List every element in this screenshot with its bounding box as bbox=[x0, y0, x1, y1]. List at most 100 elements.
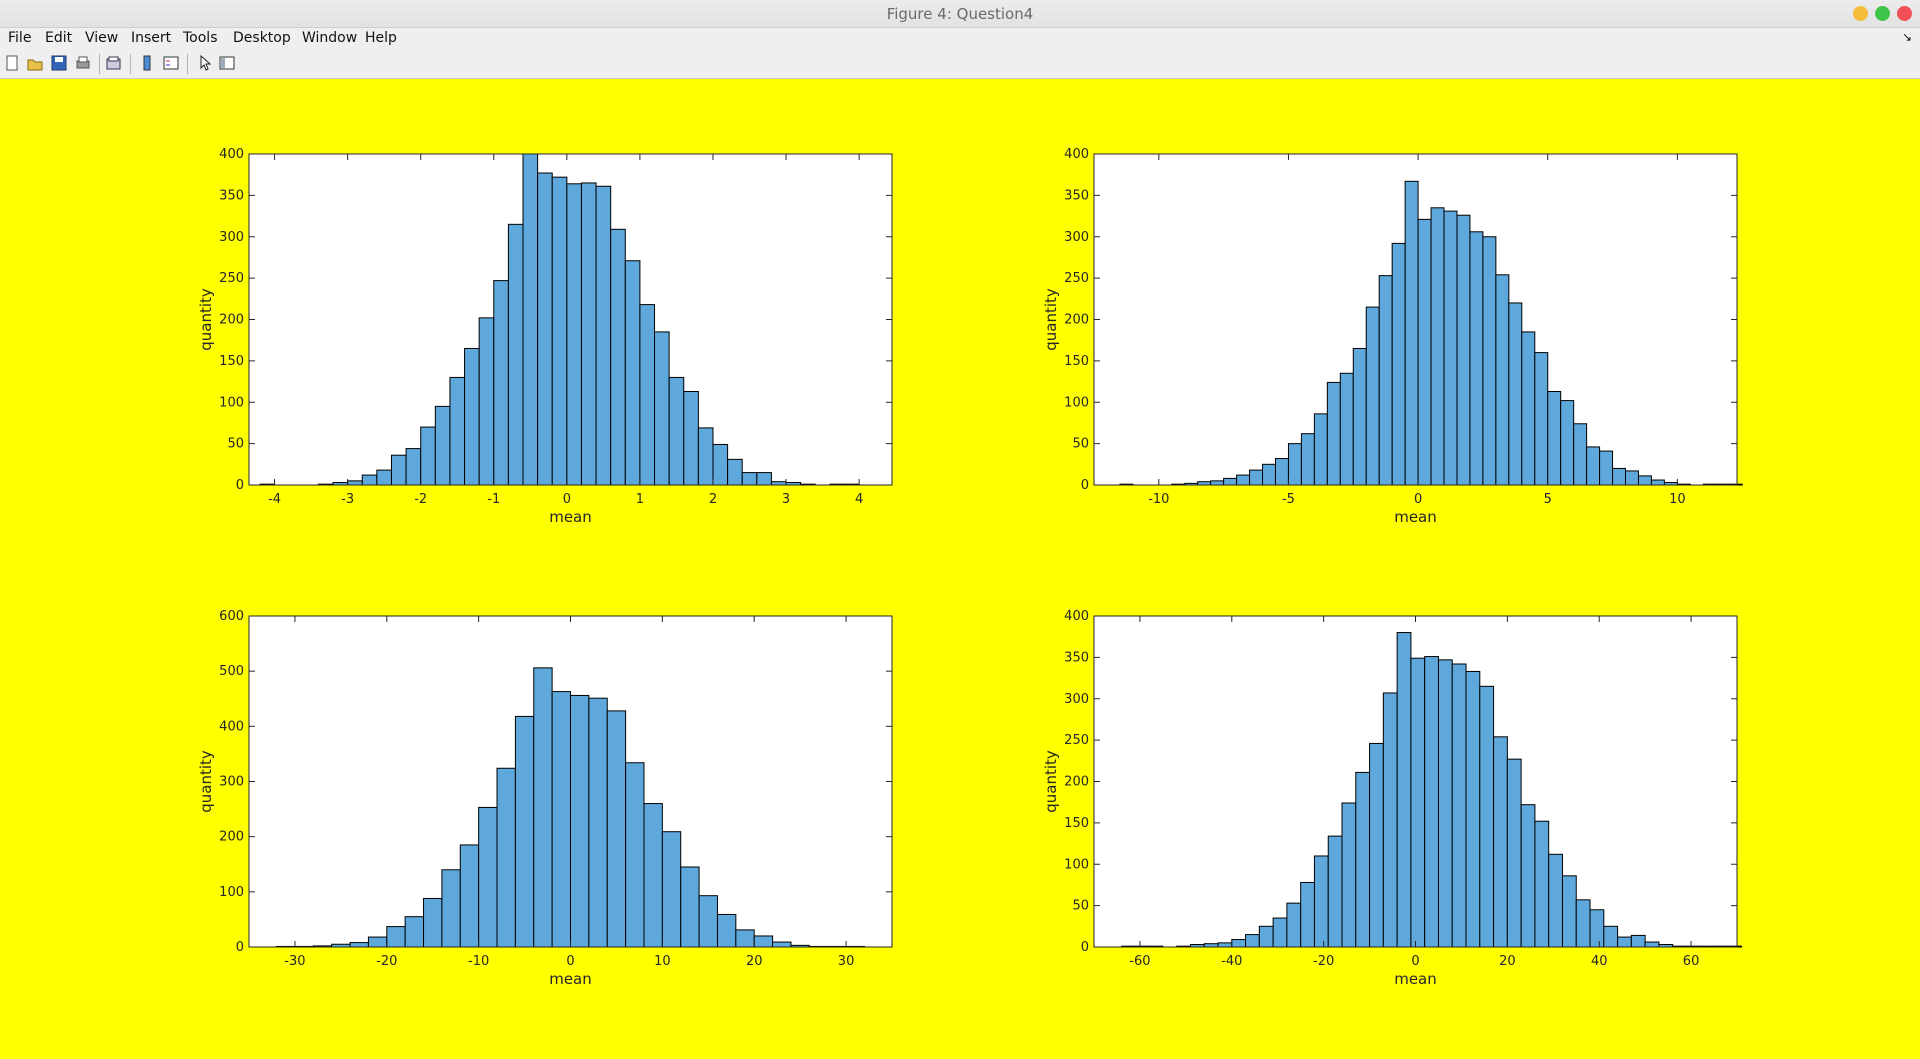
pointer-icon[interactable] bbox=[197, 54, 213, 71]
x-tick-label: -4 bbox=[268, 492, 281, 507]
histogram-bar bbox=[1493, 736, 1508, 948]
y-tick-label: 0 bbox=[236, 478, 244, 493]
histogram-bar bbox=[514, 715, 535, 948]
y-tick-label: 100 bbox=[1064, 395, 1089, 410]
maximize-button[interactable] bbox=[1875, 6, 1890, 21]
histogram-bar bbox=[1249, 469, 1264, 486]
histogram-bar bbox=[1410, 657, 1426, 948]
menu-file[interactable]: File bbox=[8, 30, 32, 46]
histogram-bar bbox=[1365, 306, 1380, 486]
y-tick-label: 100 bbox=[219, 395, 244, 410]
open-file-icon[interactable] bbox=[27, 55, 43, 71]
histogram-bar bbox=[1262, 463, 1276, 486]
histogram-bar bbox=[1327, 835, 1343, 948]
new-figure-icon[interactable] bbox=[4, 55, 20, 71]
menu-tools[interactable]: Tools bbox=[183, 30, 218, 46]
histogram-bar bbox=[1630, 934, 1646, 948]
histogram-bar bbox=[496, 767, 516, 948]
histogram-bar bbox=[698, 895, 718, 948]
print-icon[interactable] bbox=[75, 55, 91, 71]
y-tick-label: 200 bbox=[1064, 313, 1089, 328]
histogram-bar bbox=[624, 260, 641, 486]
histogram-bar bbox=[1625, 470, 1639, 486]
minimize-button[interactable] bbox=[1853, 6, 1868, 21]
histogram-bar bbox=[1520, 804, 1536, 948]
x-tick-label: 2 bbox=[709, 492, 717, 507]
histogram-bar bbox=[697, 427, 714, 486]
y-tick-label: 300 bbox=[1064, 692, 1089, 707]
histogram-bar bbox=[1479, 685, 1495, 948]
menu-edit[interactable]: Edit bbox=[45, 30, 73, 46]
y-tick-label: 0 bbox=[1081, 940, 1089, 955]
subplot-1: -4 -3 -2 -1 0 1 2 3 4 0 50 100 150 200 250 300 350 400 mea… bbox=[197, 147, 893, 526]
colorbar-icon[interactable] bbox=[139, 55, 155, 71]
x-tick-label: 0 bbox=[566, 954, 574, 969]
histogram-bar bbox=[551, 691, 572, 948]
histogram-bar bbox=[1341, 802, 1357, 948]
histogram-bar bbox=[459, 844, 480, 948]
histogram-bar bbox=[1437, 659, 1453, 948]
x-tick-label: 5 bbox=[1544, 492, 1552, 507]
menu-window[interactable]: Window bbox=[302, 30, 358, 46]
histogram-bar bbox=[735, 929, 755, 948]
histogram-bar bbox=[1272, 917, 1288, 948]
menu-desktop[interactable]: Desktop bbox=[233, 30, 291, 46]
y-axis-label: quantity bbox=[197, 750, 215, 813]
y-tick-label: 100 bbox=[219, 885, 244, 900]
histogram-bar bbox=[1573, 423, 1588, 486]
histogram-bar bbox=[1495, 274, 1510, 486]
histogram-bar bbox=[1599, 450, 1614, 486]
x-tick-label: -30 bbox=[284, 954, 305, 969]
menu-view[interactable]: View bbox=[85, 30, 119, 46]
histogram-bar bbox=[347, 480, 363, 486]
property-editor-icon[interactable] bbox=[219, 55, 235, 71]
y-axis-label: quantity bbox=[197, 288, 215, 351]
menu-help[interactable]: Help bbox=[365, 30, 397, 46]
histogram-bar bbox=[493, 280, 509, 486]
histogram-bar bbox=[1561, 875, 1577, 948]
print-preview-icon[interactable] bbox=[106, 55, 122, 71]
histogram-bar bbox=[753, 935, 774, 948]
window-titlebar: Figure 4: Question4 bbox=[0, 0, 1920, 28]
toolbar-separator bbox=[130, 54, 131, 74]
histogram-bar bbox=[1465, 670, 1481, 948]
histogram-bar bbox=[1326, 381, 1341, 486]
x-axis-label: mean bbox=[549, 970, 592, 988]
histogram-bar bbox=[1424, 656, 1439, 948]
x-tick-label: -10 bbox=[468, 954, 489, 969]
histogram-bar bbox=[1548, 853, 1563, 948]
histogram-bar bbox=[1547, 390, 1562, 486]
histogram-bar bbox=[1382, 692, 1398, 948]
dock-arrow-icon[interactable]: ↘ bbox=[1901, 30, 1912, 44]
save-icon[interactable] bbox=[51, 55, 67, 71]
histogram-bar bbox=[1378, 275, 1393, 486]
histogram-bar bbox=[716, 913, 737, 948]
y-tick-label: 300 bbox=[219, 230, 244, 245]
y-tick-label: 400 bbox=[1064, 609, 1089, 624]
histogram-bar bbox=[1521, 331, 1536, 486]
histogram-bar bbox=[1443, 210, 1458, 486]
histogram-bar bbox=[1534, 820, 1550, 948]
histogram-bar bbox=[478, 806, 498, 948]
histogram-bar bbox=[464, 347, 480, 486]
y-tick-label: 250 bbox=[1064, 733, 1089, 748]
histogram-bar bbox=[643, 803, 663, 948]
histogram-bar bbox=[1223, 477, 1238, 486]
legend-icon[interactable] bbox=[163, 55, 179, 71]
y-tick-label: 350 bbox=[1064, 188, 1089, 203]
histogram-bar bbox=[1612, 467, 1627, 486]
histogram-bar bbox=[1508, 302, 1523, 486]
histogram-bar bbox=[639, 304, 656, 486]
histogram-bar bbox=[1575, 899, 1591, 948]
menu-insert[interactable]: Insert bbox=[131, 30, 172, 46]
close-button[interactable] bbox=[1897, 6, 1912, 21]
subplot-2: -10 -5 0 5 10050100150200250300350400meanqua… bbox=[1042, 147, 1743, 526]
y-tick-label: 200 bbox=[219, 313, 244, 328]
histogram-bar bbox=[1482, 236, 1497, 486]
histogram-bar bbox=[668, 376, 685, 486]
histogram-bar bbox=[772, 941, 792, 948]
histogram-bar bbox=[1274, 458, 1289, 486]
y-tick-label: 0 bbox=[236, 940, 244, 955]
histogram-bar bbox=[1650, 479, 1665, 486]
histogram-bar bbox=[507, 223, 524, 486]
